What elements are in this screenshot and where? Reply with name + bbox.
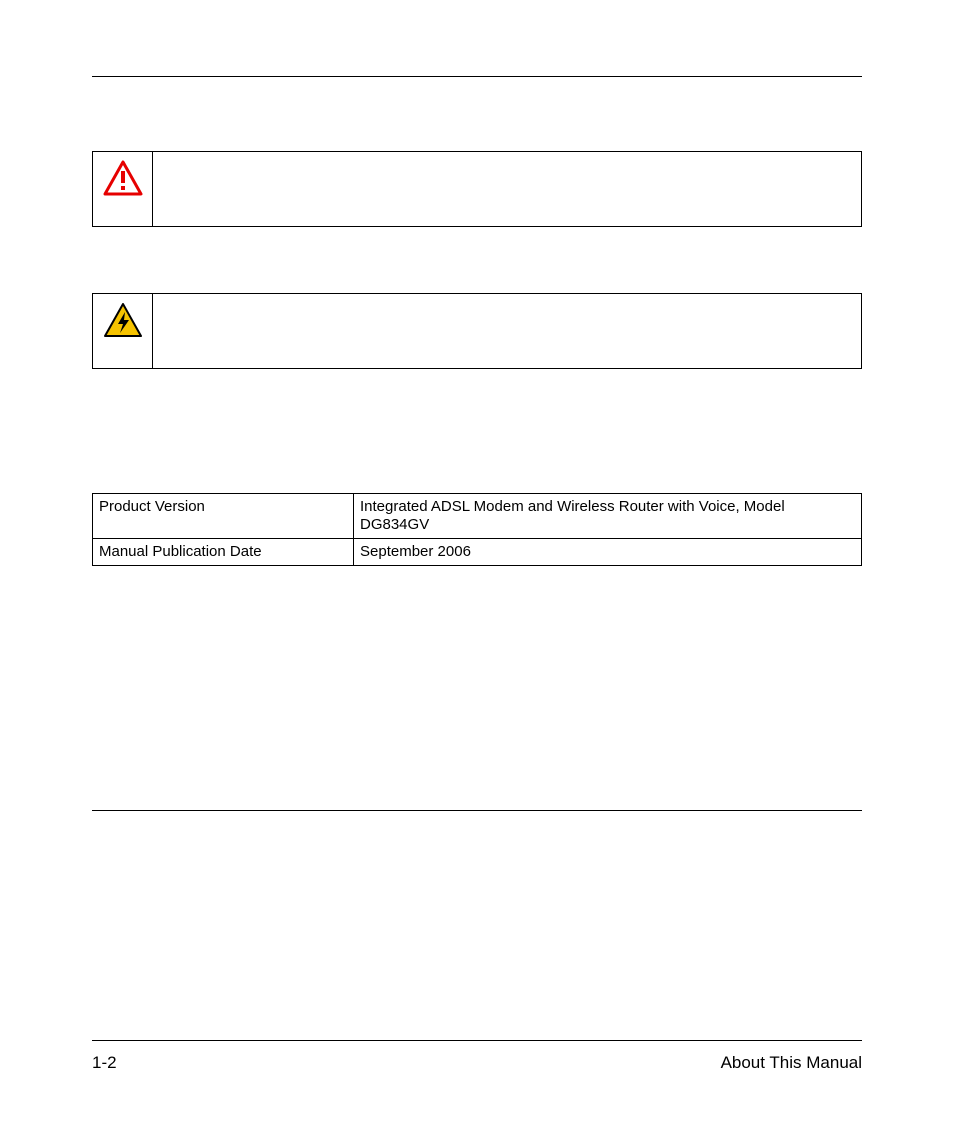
footer-row: 1-2 About This Manual xyxy=(92,1053,862,1073)
top-rule xyxy=(92,76,862,77)
warning-icon-cell xyxy=(93,152,153,226)
info-value: September 2006 xyxy=(354,539,862,566)
info-value: Integrated ADSL Modem and Wireless Route… xyxy=(354,494,862,539)
info-label: Manual Publication Date xyxy=(93,539,354,566)
info-table: Product Version Integrated ADSL Modem an… xyxy=(92,493,862,566)
warning-body xyxy=(153,152,861,226)
warning-triangle-icon xyxy=(103,160,143,196)
table-row: Manual Publication Date September 2006 xyxy=(93,539,862,566)
section-rule xyxy=(92,810,862,811)
danger-body xyxy=(153,294,861,368)
section-title: About This Manual xyxy=(721,1053,862,1073)
info-label: Product Version xyxy=(93,494,354,539)
footer: 1-2 About This Manual xyxy=(92,1040,862,1073)
danger-icon-cell xyxy=(93,294,153,368)
page-number: 1-2 xyxy=(92,1053,117,1073)
warning-callout xyxy=(92,151,862,227)
page: Product Version Integrated ADSL Modem an… xyxy=(0,0,954,1145)
danger-callout xyxy=(92,293,862,369)
footer-rule xyxy=(92,1040,862,1041)
table-row: Product Version Integrated ADSL Modem an… xyxy=(93,494,862,539)
lightning-triangle-icon xyxy=(103,302,143,338)
